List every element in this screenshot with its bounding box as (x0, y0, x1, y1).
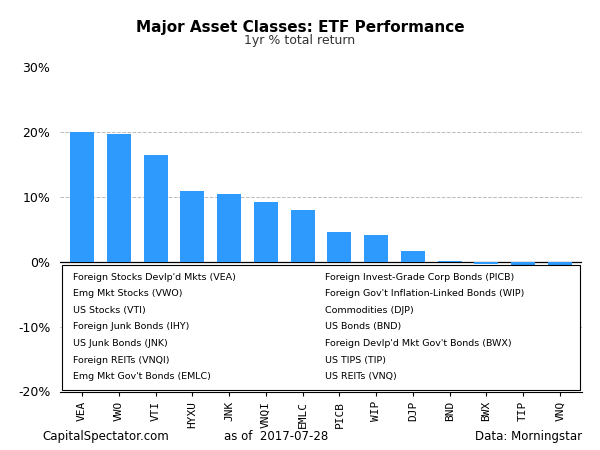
Bar (401, 251, 425, 262)
Text: Data: Morningstar: Data: Morningstar (475, 430, 582, 443)
Bar (364, 235, 388, 262)
Text: Foreign Devlp'd Mkt Gov't Bonds (BWX): Foreign Devlp'd Mkt Gov't Bonds (BWX) (325, 339, 511, 348)
Text: as of  2017-07-28: as of 2017-07-28 (224, 430, 328, 443)
Text: Emg Mkt Stocks (VWO): Emg Mkt Stocks (VWO) (73, 289, 182, 298)
Text: Foreign Gov't Inflation-Linked Bonds (WIP): Foreign Gov't Inflation-Linked Bonds (WI… (325, 289, 524, 298)
Text: Emg Mkt Gov't Bonds (EMLC): Emg Mkt Gov't Bonds (EMLC) (73, 372, 211, 381)
Text: US Bonds (BND): US Bonds (BND) (325, 323, 401, 332)
Bar (438, 261, 461, 262)
Bar (328, 232, 352, 262)
FancyBboxPatch shape (62, 265, 580, 390)
Text: CapitalSpectator.com: CapitalSpectator.com (42, 430, 169, 443)
Text: US Stocks (VTI): US Stocks (VTI) (73, 306, 146, 315)
Text: 1yr % total return: 1yr % total return (244, 34, 356, 47)
Bar (254, 202, 278, 262)
Text: US TIPS (TIP): US TIPS (TIP) (325, 356, 386, 364)
Bar (217, 194, 241, 262)
Bar (107, 134, 131, 262)
Bar (143, 155, 167, 262)
Text: Commodities (DJP): Commodities (DJP) (325, 306, 413, 315)
Text: Foreign Stocks Devlp'd Mkts (VEA): Foreign Stocks Devlp'd Mkts (VEA) (73, 273, 236, 282)
Bar (548, 262, 572, 297)
Bar (475, 262, 499, 264)
Text: Foreign Junk Bonds (IHY): Foreign Junk Bonds (IHY) (73, 323, 189, 332)
Bar (70, 132, 94, 262)
Bar (290, 210, 314, 262)
Text: Major Asset Classes: ETF Performance: Major Asset Classes: ETF Performance (136, 20, 464, 35)
Bar (511, 262, 535, 265)
Text: US REITs (VNQ): US REITs (VNQ) (325, 372, 397, 381)
Text: Foreign Invest-Grade Corp Bonds (PICB): Foreign Invest-Grade Corp Bonds (PICB) (325, 273, 514, 282)
Bar (181, 191, 204, 262)
Text: US Junk Bonds (JNK): US Junk Bonds (JNK) (73, 339, 167, 348)
Text: Foreign REITs (VNQI): Foreign REITs (VNQI) (73, 356, 169, 364)
